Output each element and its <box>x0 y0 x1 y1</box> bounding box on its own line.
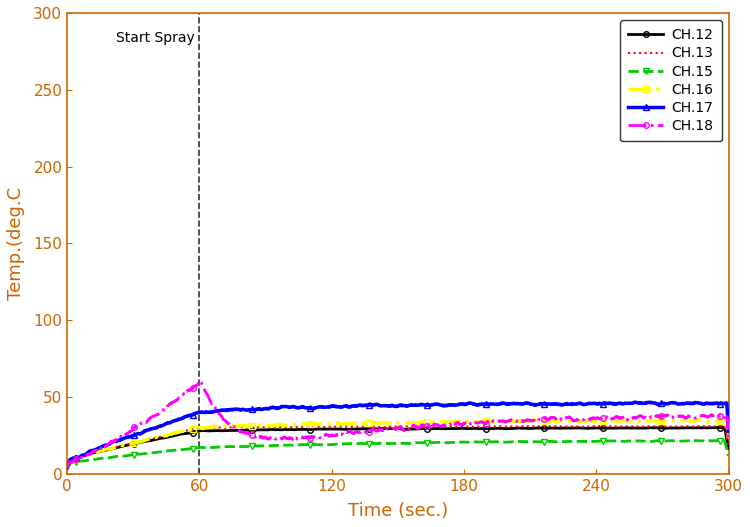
CH.12 <box>439 425 448 432</box>
CH.18 <box>141 419 150 426</box>
CH.18 <box>358 430 367 436</box>
CH.13 <box>141 437 150 443</box>
CH.18 <box>196 377 205 384</box>
CH.12 <box>369 426 378 432</box>
CH.17 <box>357 402 366 408</box>
Line: CH.18: CH.18 <box>64 378 731 471</box>
CH.17 <box>439 403 448 409</box>
CH.15 <box>692 437 700 444</box>
Line: CH.17: CH.17 <box>64 399 731 471</box>
CH.16 <box>724 438 733 445</box>
CH.18 <box>344 429 352 435</box>
CH.12 <box>357 426 366 432</box>
Line: CH.12: CH.12 <box>64 425 731 470</box>
CH.13 <box>344 424 352 430</box>
CH.15 <box>369 440 378 446</box>
CH.15 <box>114 453 123 460</box>
CH.15 <box>439 440 448 446</box>
X-axis label: Time (sec.): Time (sec.) <box>348 502 448 520</box>
CH.13 <box>724 445 733 451</box>
CH.16 <box>141 437 150 443</box>
CH.12 <box>344 426 352 432</box>
CH.18 <box>114 435 123 441</box>
CH.17 <box>369 402 378 408</box>
Line: CH.15: CH.15 <box>64 438 731 471</box>
CH.18 <box>440 422 448 428</box>
CH.18 <box>724 435 733 441</box>
CH.17 <box>63 465 72 471</box>
CH.16 <box>439 419 448 425</box>
CH.17 <box>631 399 640 405</box>
Y-axis label: Temp.(deg.C: Temp.(deg.C <box>7 187 25 300</box>
CH.16 <box>357 420 366 426</box>
Legend: CH.12, CH.13, CH.15, CH.16, CH.17, CH.18: CH.12, CH.13, CH.15, CH.16, CH.17, CH.18 <box>620 20 722 141</box>
CH.12 <box>711 424 720 431</box>
CH.12 <box>724 445 733 452</box>
CH.17 <box>724 428 733 434</box>
CH.13 <box>596 423 605 429</box>
CH.18 <box>63 465 72 471</box>
Line: CH.13: CH.13 <box>68 426 728 467</box>
CH.16 <box>722 416 730 423</box>
Line: CH.16: CH.16 <box>64 417 731 470</box>
CH.16 <box>63 464 72 471</box>
CH.13 <box>439 424 448 430</box>
CH.17 <box>141 427 150 434</box>
CH.12 <box>63 464 72 471</box>
CH.16 <box>114 443 123 449</box>
CH.15 <box>141 451 150 457</box>
CH.12 <box>141 438 150 445</box>
Text: Start Spray: Start Spray <box>116 32 195 45</box>
CH.15 <box>63 465 72 471</box>
CH.18 <box>369 426 378 433</box>
CH.16 <box>344 420 352 426</box>
CH.17 <box>344 403 352 409</box>
CH.12 <box>114 444 123 451</box>
CH.13 <box>114 443 123 450</box>
CH.15 <box>344 441 352 447</box>
CH.13 <box>369 424 378 430</box>
CH.16 <box>369 419 378 426</box>
CH.13 <box>357 424 366 430</box>
CH.15 <box>357 440 366 446</box>
CH.17 <box>114 437 123 444</box>
CH.15 <box>724 453 733 459</box>
CH.13 <box>63 464 72 471</box>
